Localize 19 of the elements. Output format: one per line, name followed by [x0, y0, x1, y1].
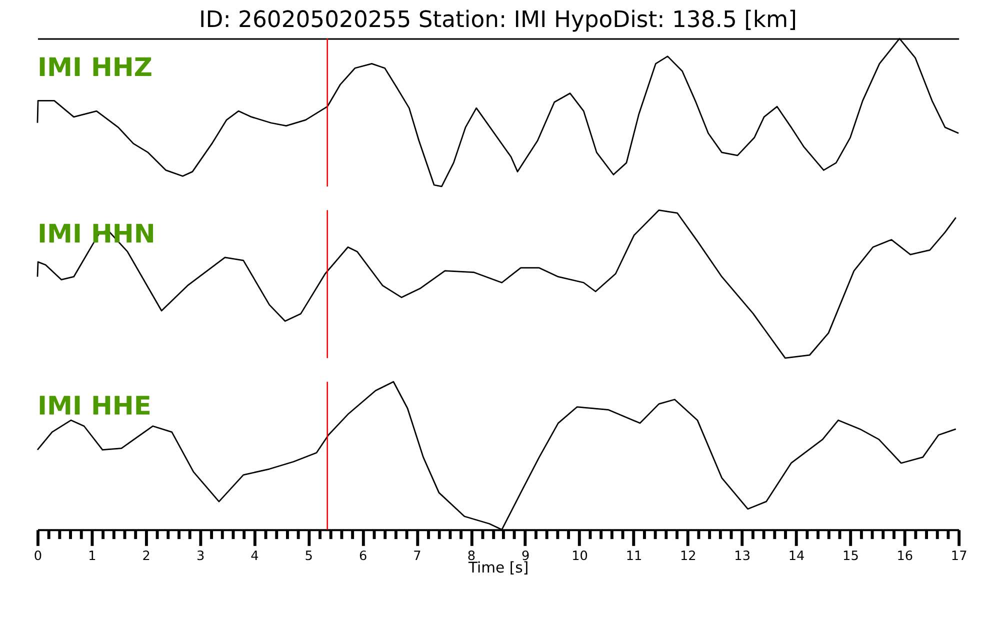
chart-title: ID: 260205020255 Station: IMI HypoDist: 138.5 [km] — [199, 7, 797, 34]
x-tick-label: 7 — [413, 548, 422, 564]
x-tick-label: 1 — [88, 548, 96, 564]
series-label: IMI HHE — [37, 391, 152, 422]
x-tick-label: 17 — [950, 548, 968, 564]
x-tick-label: 5 — [304, 548, 313, 564]
x-tick-label: 10 — [572, 548, 588, 564]
x-tick-label: 3 — [196, 548, 205, 564]
x-tick-label: 0 — [34, 548, 42, 564]
x-tick-label: 2 — [142, 548, 150, 564]
x-tick-label: 14 — [788, 548, 805, 564]
x-tick-label: 15 — [842, 548, 859, 564]
x-tick-label: 11 — [626, 548, 642, 564]
x-tick-label: 6 — [358, 548, 368, 564]
x-tick-label: 4 — [250, 548, 259, 564]
series-label: IMI HHZ — [37, 53, 152, 84]
x-tick-label: 12 — [680, 548, 696, 564]
x-tick-label: 13 — [734, 548, 750, 564]
x-tick-label: 16 — [896, 548, 914, 564]
